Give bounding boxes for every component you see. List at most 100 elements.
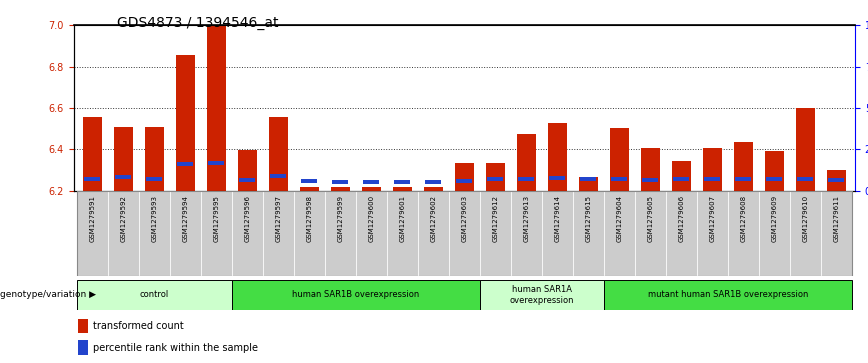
- Text: GSM1279596: GSM1279596: [245, 195, 250, 242]
- Bar: [394, 180, 411, 184]
- Bar: [642, 178, 658, 182]
- Bar: [635, 191, 666, 276]
- Text: GSM1279615: GSM1279615: [585, 195, 591, 242]
- Bar: [84, 177, 101, 181]
- Bar: [145, 127, 164, 191]
- Bar: [232, 280, 480, 310]
- Bar: [177, 162, 194, 166]
- Bar: [77, 191, 108, 276]
- Bar: [765, 151, 784, 191]
- Text: percentile rank within the sample: percentile rank within the sample: [94, 343, 259, 352]
- Bar: [78, 340, 88, 355]
- Bar: [325, 191, 356, 276]
- Bar: [301, 179, 318, 183]
- Text: GSM1279591: GSM1279591: [89, 195, 95, 242]
- Text: GSM1279601: GSM1279601: [399, 195, 405, 242]
- Text: GSM1279612: GSM1279612: [492, 195, 498, 242]
- Bar: [425, 180, 441, 184]
- Bar: [331, 187, 350, 191]
- Bar: [734, 142, 753, 191]
- Bar: [666, 191, 697, 276]
- Bar: [798, 177, 813, 181]
- Bar: [240, 178, 255, 182]
- Bar: [480, 280, 604, 310]
- Bar: [611, 177, 628, 181]
- Bar: [579, 177, 598, 191]
- Bar: [766, 177, 782, 181]
- Text: GSM1279606: GSM1279606: [679, 195, 684, 242]
- Bar: [238, 150, 257, 191]
- Bar: [542, 191, 573, 276]
- Bar: [511, 191, 542, 276]
- Bar: [232, 191, 263, 276]
- Bar: [449, 191, 480, 276]
- Bar: [703, 148, 721, 191]
- Text: GSM1279595: GSM1279595: [214, 195, 220, 242]
- Text: GSM1279592: GSM1279592: [121, 195, 127, 242]
- Bar: [424, 187, 443, 191]
- Bar: [697, 191, 728, 276]
- Bar: [548, 123, 567, 191]
- Text: GSM1279597: GSM1279597: [275, 195, 281, 242]
- Bar: [455, 163, 474, 191]
- Bar: [77, 280, 232, 310]
- Bar: [176, 55, 194, 191]
- Bar: [269, 117, 287, 191]
- Text: GSM1279605: GSM1279605: [648, 195, 654, 242]
- Bar: [364, 180, 379, 184]
- Bar: [332, 180, 348, 184]
- Bar: [387, 191, 418, 276]
- Bar: [735, 177, 752, 181]
- Bar: [83, 117, 102, 191]
- Bar: [356, 191, 387, 276]
- Bar: [418, 191, 449, 276]
- Bar: [573, 191, 604, 276]
- Bar: [828, 178, 845, 182]
- Bar: [674, 177, 689, 181]
- Bar: [486, 163, 504, 191]
- Text: mutant human SAR1B overexpression: mutant human SAR1B overexpression: [648, 290, 808, 299]
- Text: GSM1279604: GSM1279604: [616, 195, 622, 242]
- Bar: [78, 319, 88, 333]
- Bar: [672, 161, 691, 191]
- Text: GSM1279600: GSM1279600: [368, 195, 374, 242]
- Bar: [821, 191, 852, 276]
- Bar: [549, 176, 565, 180]
- Text: GSM1279613: GSM1279613: [523, 195, 529, 242]
- Bar: [759, 191, 790, 276]
- Bar: [271, 174, 286, 178]
- Bar: [790, 191, 821, 276]
- Text: GSM1279593: GSM1279593: [151, 195, 157, 242]
- Bar: [457, 179, 472, 183]
- Text: human SAR1B overexpression: human SAR1B overexpression: [293, 290, 419, 299]
- Text: GDS4873 / 1394546_at: GDS4873 / 1394546_at: [117, 16, 279, 30]
- Bar: [294, 191, 325, 276]
- Text: GSM1279607: GSM1279607: [709, 195, 715, 242]
- Bar: [115, 175, 131, 179]
- Text: GSM1279608: GSM1279608: [740, 195, 746, 242]
- Bar: [728, 191, 759, 276]
- Bar: [827, 170, 845, 191]
- Bar: [263, 191, 294, 276]
- Text: GSM1279610: GSM1279610: [802, 195, 808, 242]
- Bar: [208, 161, 224, 165]
- Bar: [480, 191, 511, 276]
- Bar: [207, 25, 226, 191]
- Text: human SAR1A
overexpression: human SAR1A overexpression: [510, 285, 574, 305]
- Bar: [604, 280, 852, 310]
- Bar: [518, 177, 535, 181]
- Text: GSM1279603: GSM1279603: [462, 195, 467, 242]
- Bar: [705, 177, 720, 181]
- Bar: [641, 148, 660, 191]
- Bar: [114, 127, 133, 191]
- Text: GSM1279594: GSM1279594: [182, 195, 188, 242]
- Bar: [581, 177, 596, 181]
- Bar: [488, 177, 503, 181]
- Text: GSM1279614: GSM1279614: [555, 195, 561, 242]
- Text: GSM1279611: GSM1279611: [833, 195, 839, 242]
- Bar: [796, 108, 815, 191]
- Text: GSM1279602: GSM1279602: [431, 195, 437, 242]
- Text: GSM1279599: GSM1279599: [338, 195, 344, 242]
- Bar: [170, 191, 201, 276]
- Text: GSM1279609: GSM1279609: [772, 195, 778, 242]
